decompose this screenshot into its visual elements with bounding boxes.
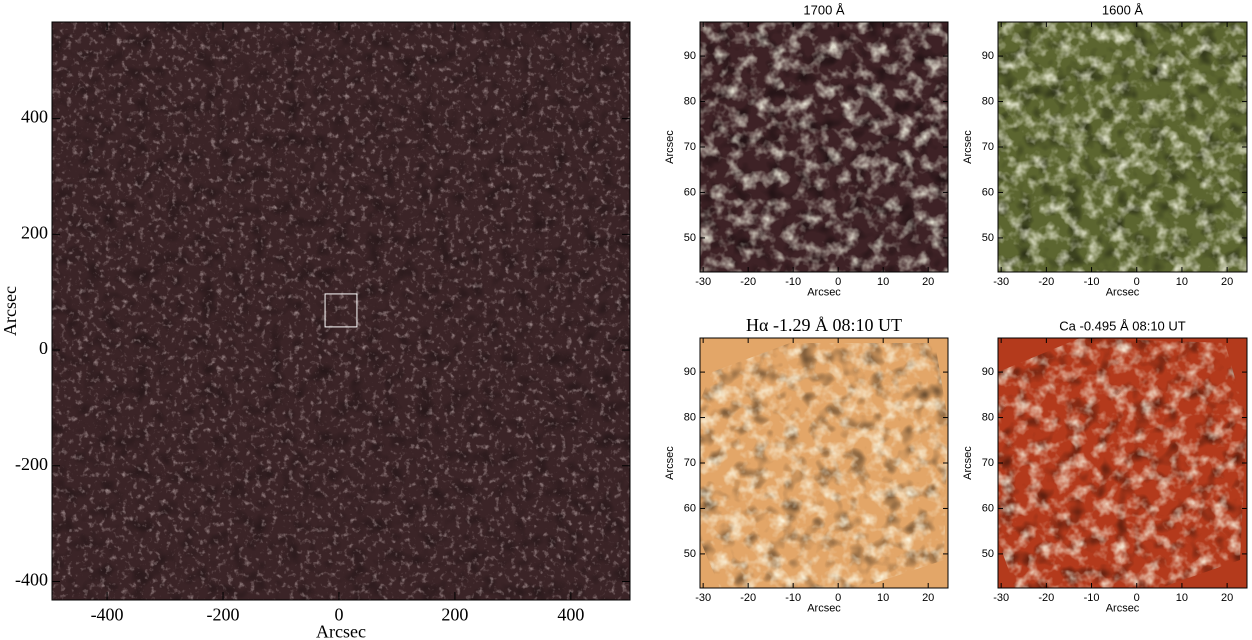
y-tick-label: 90	[684, 50, 696, 62]
y-tick-label: -400	[15, 570, 48, 590]
y-tick-label: 90	[982, 50, 994, 62]
x-tick-label: 200	[441, 604, 468, 624]
x-axis-label: Arcsec	[1106, 602, 1140, 614]
x-tick-label: -10	[1084, 276, 1100, 288]
y-tick-label: 50	[684, 232, 696, 244]
x-tick-label: -30	[993, 592, 1009, 604]
x-axis-label: Arcsec	[1106, 286, 1140, 298]
image-bright-texture	[52, 22, 630, 600]
x-tick-label: -20	[1038, 592, 1054, 604]
x-tick-label: -30	[695, 276, 711, 288]
x-tick-label: 10	[1176, 276, 1188, 288]
y-axis-label: Arcsec	[664, 130, 676, 164]
y-tick-label: 50	[982, 548, 994, 560]
image-bright-texture	[700, 343, 948, 588]
x-tick-label: 10	[877, 592, 889, 604]
x-tick-label: 0	[835, 592, 841, 604]
x-tick-label: -30	[695, 592, 711, 604]
image-bright-texture	[998, 22, 1247, 272]
y-tick-label: 60	[982, 186, 994, 198]
x-tick-label: 20	[1221, 592, 1233, 604]
y-tick-label: 90	[982, 366, 994, 378]
x-tick-label: -20	[740, 276, 756, 288]
y-tick-label: 50	[982, 232, 994, 244]
x-axis-label: Arcsec	[807, 286, 841, 298]
y-axis-label: Arcsec	[962, 446, 974, 480]
y-tick-label: 70	[684, 141, 696, 153]
y-tick-label: 70	[982, 141, 994, 153]
x-tick-label: -10	[1084, 592, 1100, 604]
y-tick-label: -200	[15, 454, 48, 474]
x-tick-label: 20	[1221, 276, 1233, 288]
image-bright-texture	[700, 22, 948, 272]
y-axis-label: Arcsec	[0, 286, 20, 336]
x-tick-label: -200	[207, 604, 240, 624]
y-axis-label: Arcsec	[664, 446, 676, 480]
y-tick-label: 60	[982, 502, 994, 514]
y-axis-label: Arcsec	[962, 130, 974, 164]
x-tick-label: -20	[1038, 276, 1054, 288]
x-tick-label: -400	[91, 604, 124, 624]
x-tick-label: -10	[785, 592, 801, 604]
x-tick-label: 400	[557, 604, 584, 624]
x-tick-label: 0	[1134, 276, 1140, 288]
image-texture	[52, 22, 630, 600]
y-tick-label: 50	[684, 548, 696, 560]
x-tick-label: 20	[922, 592, 934, 604]
image-bright-texture	[998, 338, 1247, 588]
y-tick-label: 90	[684, 366, 696, 378]
y-tick-label: 80	[684, 411, 696, 423]
y-tick-label: 200	[21, 222, 48, 242]
panel-title: Hα -1.29 Å 08:10 UT	[746, 315, 902, 335]
y-tick-label: 70	[982, 457, 994, 469]
x-tick-label: 10	[877, 276, 889, 288]
y-tick-label: 80	[982, 95, 994, 107]
y-tick-label: 0	[39, 338, 48, 358]
image-texture	[700, 343, 948, 588]
x-tick-label: -30	[993, 276, 1009, 288]
x-tick-label: -20	[740, 592, 756, 604]
x-axis-label: Arcsec	[316, 621, 366, 640]
x-tick-label: 0	[835, 276, 841, 288]
panel-title: 1600 Å	[1102, 2, 1144, 17]
plot-frame	[51, 21, 631, 601]
x-tick-label: 10	[1176, 592, 1188, 604]
image-texture	[700, 22, 948, 272]
x-tick-label: 0	[1134, 592, 1140, 604]
y-tick-label: 60	[684, 186, 696, 198]
panel-title: 1700 Å	[803, 2, 845, 17]
y-tick-label: 80	[684, 95, 696, 107]
x-axis-label: Arcsec	[807, 602, 841, 614]
image-texture	[998, 338, 1247, 588]
x-tick-label: -10	[785, 276, 801, 288]
y-tick-label: 70	[684, 457, 696, 469]
x-tick-label: 0	[334, 604, 343, 624]
y-tick-label: 80	[982, 411, 994, 423]
region-box	[324, 293, 358, 328]
y-tick-label: 60	[684, 502, 696, 514]
x-tick-label: 20	[922, 276, 934, 288]
image-texture	[998, 22, 1247, 272]
panel-title: Ca -0.495 Å 08:10 UT	[1059, 318, 1186, 333]
y-tick-label: 400	[21, 107, 48, 127]
